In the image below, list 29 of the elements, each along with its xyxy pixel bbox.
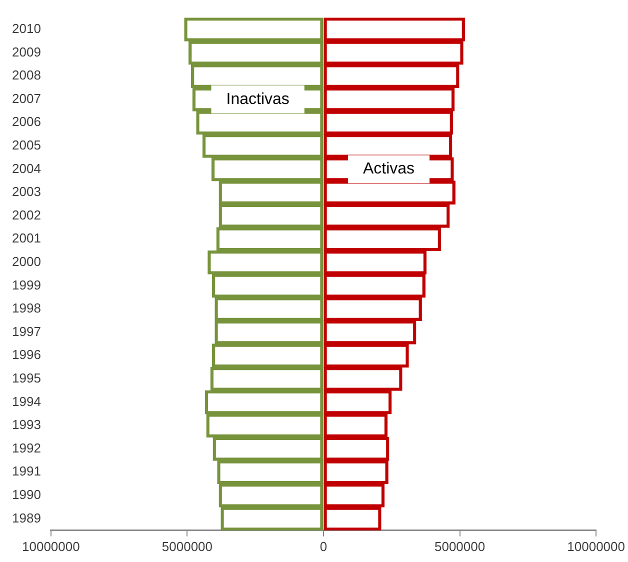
y-tick-label: 2005 [12, 138, 41, 153]
y-tick-label: 1999 [12, 277, 41, 292]
series-label: Activas [362, 160, 415, 178]
y-tick-label: 1990 [12, 487, 41, 502]
x-tick-label: 5000000 [434, 538, 486, 554]
y-tick-label: 2001 [12, 230, 41, 246]
y-tick-label: 2002 [12, 207, 41, 222]
y-tick-label: 1995 [12, 370, 41, 386]
series-label: Inactivas [226, 90, 290, 108]
y-tick-label: 2007 [12, 90, 41, 106]
y-tick-label: 1993 [12, 417, 41, 432]
y-tick-label: 2003 [12, 184, 41, 200]
y-tick-label: 1991 [12, 464, 41, 479]
y-tick-label: 1998 [12, 300, 41, 316]
y-tick-label: 1996 [12, 347, 41, 362]
x-tick-label: 0 [320, 538, 328, 554]
x-tick-label: 10000000 [22, 538, 80, 554]
y-tick-label: 1992 [12, 440, 41, 456]
y-tick-label: 2000 [12, 254, 41, 270]
y-tick-label: 2006 [12, 114, 41, 130]
x-tick-label: 5000000 [162, 538, 213, 554]
y-tick-label: 2008 [12, 68, 41, 83]
y-tick-label: 1989 [12, 510, 41, 526]
y-tick-label: 1997 [12, 324, 41, 339]
y-tick-label: 2009 [12, 44, 41, 60]
x-tick-label: 10000000 [567, 538, 625, 554]
y-tick-label: 1994 [12, 394, 41, 409]
y-tick-label: 2004 [12, 160, 41, 176]
y-tick-label: 2010 [12, 21, 41, 36]
